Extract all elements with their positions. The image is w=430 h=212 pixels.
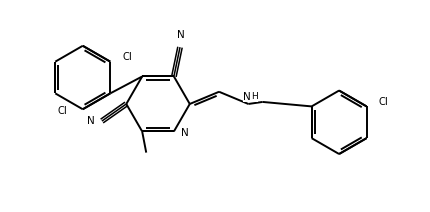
Text: Cl: Cl [123,52,132,62]
Text: Cl: Cl [58,106,68,116]
Text: N: N [243,92,251,102]
Text: N: N [177,30,185,40]
Text: H: H [251,92,258,101]
Text: N: N [87,116,95,126]
Text: Cl: Cl [379,96,389,106]
Text: N: N [181,128,189,138]
